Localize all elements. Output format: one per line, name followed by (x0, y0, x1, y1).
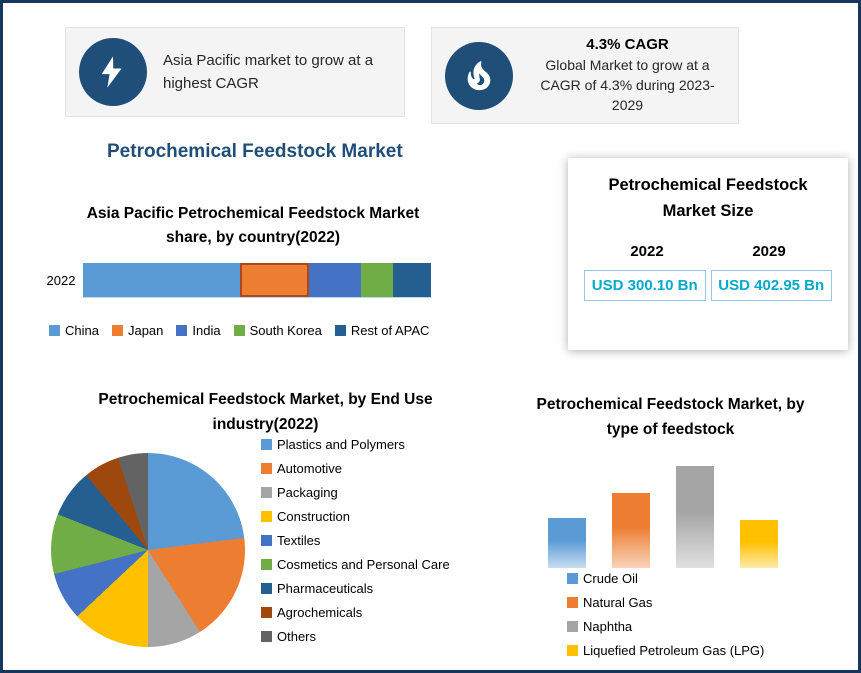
legend-item-others: Others (261, 629, 450, 644)
legend-label-packaging: Packaging (277, 485, 338, 500)
legend-label-japan: Japan (127, 323, 164, 338)
legend-swatch-naphtha (567, 621, 578, 632)
legend-label-construction: Construction (277, 509, 350, 524)
legend-item-automotive: Automotive (261, 461, 450, 476)
legend-item-rest-of-apac: Rest of APAC (334, 323, 430, 338)
legend-label-liquefied-petroleum-gas-lpg: Liquefied Petroleum Gas (LPG) (583, 643, 765, 658)
legend-item-agrochemicals: Agrochemicals (261, 605, 450, 620)
market-size-year-2029: 2029 (752, 242, 786, 260)
legend-item-japan: Japan (111, 323, 164, 338)
legend-swatch-automotive (261, 463, 272, 474)
market-size-values: USD 300.10 Bn USD 402.95 Bn (584, 269, 832, 301)
legend-item-south-korea: South Korea (233, 323, 322, 338)
market-size-value-2022: USD 300.10 Bn (584, 269, 706, 301)
highlight-card-cagr-body: 4.3% CAGR Global Market to grow at a CAG… (525, 36, 730, 116)
country-share-year-label: 2022 (46, 273, 76, 288)
legend-swatch-india (176, 325, 188, 336)
legend-item-naphtha: Naphtha (567, 619, 764, 634)
legend-swatch-construction (261, 511, 272, 522)
legend-item-liquefied-petroleum-gas-lpg: Liquefied Petroleum Gas (LPG) (567, 643, 764, 658)
legend-swatch-japan (111, 325, 123, 336)
legend-swatch-textiles (261, 535, 272, 546)
legend-item-construction: Construction (261, 509, 450, 524)
bar-segment-japan (239, 263, 310, 297)
legend-swatch-china (49, 325, 60, 336)
highlight-card-apac-text: Asia Pacific market to grow at a highest… (163, 51, 374, 92)
column-natural-gas (612, 493, 650, 568)
legend-swatch-crude-oil (567, 573, 578, 584)
highlight-card-apac: Asia Pacific market to grow at a highest… (65, 27, 405, 117)
bar-segment-china (83, 263, 240, 297)
end-use-legend: Plastics and Polymers Automotive Packaging… (261, 437, 450, 653)
feedstock-column-chart (533, 464, 803, 568)
legend-swatch-plastics-and-polymers (261, 439, 272, 450)
end-use-pie-chart (51, 453, 245, 647)
legend-label-textiles: Textiles (277, 533, 321, 548)
lightning-icon (79, 38, 147, 106)
legend-item-crude-oil: Crude Oil (567, 571, 764, 586)
market-size-card: Petrochemical Feedstock Market Size 2022… (568, 158, 848, 350)
legend-label-china: China (65, 323, 99, 338)
market-size-year-2022: 2022 (630, 242, 664, 260)
country-share-legend: China Japan India South Korea Rest of APAC (49, 323, 449, 338)
legend-item-textiles: Textiles (261, 533, 450, 548)
legend-swatch-liquefied-petroleum-gas-lpg (567, 645, 578, 656)
legend-swatch-others (261, 631, 272, 642)
legend-label-automotive: Automotive (277, 461, 343, 476)
legend-label-plastics-and-polymers: Plastics and Polymers (277, 437, 405, 452)
legend-swatch-cosmetics-and-personal-care (261, 559, 272, 570)
cagr-heading: 4.3% CAGR (586, 35, 669, 53)
legend-label-others: Others (277, 629, 317, 644)
cagr-text: Global Market to grow at a CAGR of 4.3% … (540, 56, 715, 114)
legend-swatch-packaging (261, 487, 272, 498)
column-naphtha (676, 466, 714, 568)
legend-swatch-south-korea (233, 325, 245, 336)
country-share-bar-row: 2022 (39, 263, 431, 298)
legend-swatch-rest-of-apac (334, 325, 346, 336)
legend-item-india: India (176, 323, 221, 338)
legend-label-natural-gas: Natural Gas (583, 595, 653, 610)
legend-swatch-agrochemicals (261, 607, 272, 618)
column-liquefied-petroleum-gas-lpg (740, 520, 778, 568)
bar-segment-south-korea (361, 263, 393, 297)
highlight-card-cagr: 4.3% CAGR Global Market to grow at a CAG… (431, 27, 739, 124)
legend-label-south-korea: South Korea (249, 323, 322, 338)
bar-segment-rest-of-apac (392, 263, 431, 297)
feedstock-chart-title: Petrochemical Feedstock Market, by type … (536, 396, 805, 438)
country-share-stacked-bar (83, 263, 431, 298)
legend-item-china: China (49, 323, 99, 338)
legend-swatch-pharmaceuticals (261, 583, 272, 594)
legend-swatch-natural-gas (567, 597, 578, 608)
country-share-chart-title: Asia Pacific Petrochemical Feedstock Mar… (86, 205, 420, 247)
market-size-years: 2022 2029 (586, 243, 830, 260)
legend-item-plastics-and-polymers: Plastics and Polymers (261, 437, 450, 452)
legend-label-cosmetics-and-personal-care: Cosmetics and Personal Care (277, 557, 450, 572)
bar-segment-india (309, 263, 362, 297)
market-size-value-2029: USD 402.95 Bn (710, 269, 832, 301)
legend-item-natural-gas: Natural Gas (567, 595, 764, 610)
end-use-chart-title: Petrochemical Feedstock Market, by End U… (98, 391, 433, 433)
legend-item-cosmetics-and-personal-care: Cosmetics and Personal Care (261, 557, 450, 572)
legend-label-rest-of-apac: Rest of APAC (350, 323, 430, 338)
column-crude-oil (548, 518, 586, 568)
market-size-title: Petrochemical Feedstock Market Size (608, 176, 808, 221)
legend-label-naphtha: Naphtha (583, 619, 633, 634)
legend-item-packaging: Packaging (261, 485, 450, 500)
page-title: Petrochemical Feedstock Market (107, 141, 403, 162)
legend-label-india: India (192, 323, 221, 338)
legend-label-agrochemicals: Agrochemicals (277, 605, 363, 620)
legend-label-crude-oil: Crude Oil (583, 571, 638, 586)
feedstock-legend: Crude Oil Natural Gas Naphtha Liquefied Pet… (567, 571, 764, 667)
legend-label-pharmaceuticals: Pharmaceuticals (277, 581, 374, 596)
legend-item-pharmaceuticals: Pharmaceuticals (261, 581, 450, 596)
flame-icon (445, 41, 513, 110)
